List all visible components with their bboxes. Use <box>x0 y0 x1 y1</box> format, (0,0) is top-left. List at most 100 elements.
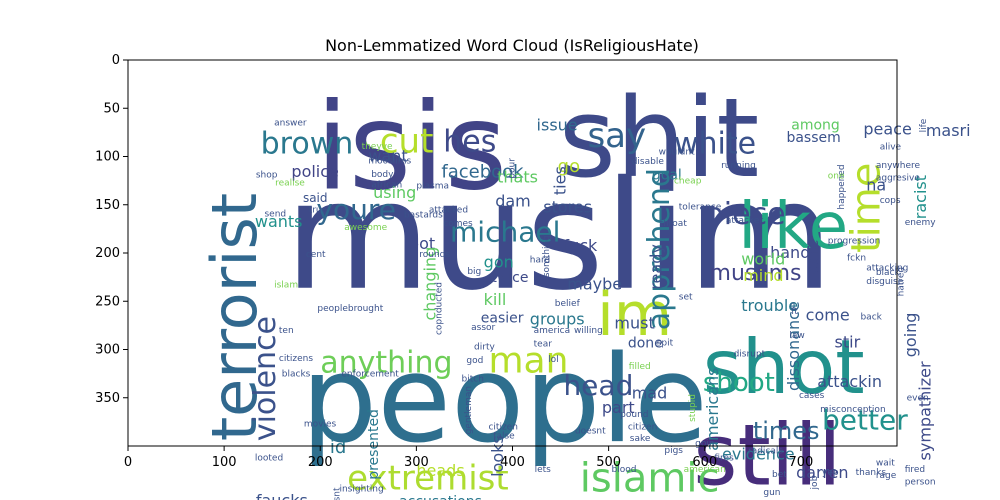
word-rage: rage <box>876 471 897 481</box>
word-happened: happened <box>837 164 847 209</box>
x-tick-label: 100 <box>212 455 237 470</box>
word-evidence: evidence <box>722 445 795 464</box>
word-part: part <box>602 398 635 417</box>
word-attacker: attacker <box>726 216 763 226</box>
word-go: go <box>558 156 580 177</box>
word-enforcement: enforcement <box>341 370 399 380</box>
word-spit: spit <box>657 339 674 349</box>
word-pound: pound <box>620 410 648 420</box>
word-thanks: thanks <box>856 468 887 478</box>
word-twice: twice <box>491 270 528 286</box>
word-hard: hard <box>530 256 550 266</box>
word-racist: racist <box>911 175 930 219</box>
word-wouldnt: wouldnt <box>659 148 695 158</box>
word-lets: lets <box>535 465 552 475</box>
word-answer: answer <box>274 119 307 129</box>
word-piece: piece <box>705 197 786 232</box>
word-brown: brown <box>261 127 354 162</box>
word-wait: wait <box>876 458 895 468</box>
word-assor: assor <box>471 323 495 333</box>
word-big: big <box>467 267 481 277</box>
word-wants: wants <box>255 212 303 231</box>
word-anywhere: anywhere <box>876 161 921 171</box>
word-set: set <box>679 292 693 302</box>
word-blacks: blacks <box>282 370 311 380</box>
word-citizen: citizen <box>628 423 657 433</box>
y-tick-label: 300 <box>95 343 120 358</box>
word-copnducted: copnducted <box>434 282 444 335</box>
word-moosiims: moosiims <box>368 156 411 166</box>
word-bet: bet <box>772 470 787 480</box>
word-darren: darren <box>796 463 848 482</box>
word-facebook: facebook <box>441 162 524 183</box>
word-faucks: faucks <box>256 491 308 500</box>
y-tick-label: 50 <box>103 101 120 116</box>
word-disrupt: disrupt <box>734 349 766 359</box>
x-tick-label: 200 <box>308 455 333 470</box>
word-progression: progression <box>828 236 881 246</box>
y-tick-label: 250 <box>95 294 120 309</box>
word-america: america <box>534 326 570 336</box>
word-still: still <box>693 407 841 500</box>
word-even: even <box>907 394 929 404</box>
word-cut: cut <box>380 122 434 162</box>
word-thats: thats <box>497 168 538 187</box>
word-bassem: bassem <box>786 130 840 146</box>
word-stir: stir <box>835 333 861 352</box>
word-shot: shot <box>703 323 865 411</box>
word-say: say <box>587 116 646 156</box>
word-law: law <box>789 331 804 341</box>
word-back: back <box>860 313 882 323</box>
word-disable: disable <box>632 157 665 167</box>
word-people: people <box>301 331 708 470</box>
word-citizens: citizens <box>279 354 313 364</box>
word-belief: belief <box>555 299 581 309</box>
word-muslim: muslim <box>285 150 834 324</box>
y-tick-label: 200 <box>95 246 120 261</box>
word-job: job <box>810 475 820 490</box>
word-michael: michael <box>450 215 560 248</box>
word-apprehend: apprehend <box>642 168 677 330</box>
word-tear: tear <box>534 340 553 350</box>
y-tick-label: 100 <box>95 150 120 165</box>
word-yep: yep <box>822 468 839 478</box>
word-bitch: bitch <box>462 374 484 384</box>
word-running: running <box>721 161 756 171</box>
word-enemy: enemy <box>905 218 937 228</box>
word-doesnt: doesnt <box>575 426 606 436</box>
word-na: na <box>866 175 886 194</box>
x-tick-label: 700 <box>788 455 813 470</box>
word-dissonance: dissonance <box>784 301 803 391</box>
word-maybe: maybe <box>567 275 622 294</box>
word-mind: mind <box>743 266 783 285</box>
word-african: african <box>371 180 402 190</box>
word-ten: ten <box>279 326 294 336</box>
word-head: head <box>563 369 633 402</box>
x-tick-label: 300 <box>404 455 429 470</box>
word-using: using <box>373 183 416 202</box>
word-comes: comes <box>443 219 473 229</box>
word-peace: peace <box>863 119 911 138</box>
word-accusations: accusations <box>399 494 482 500</box>
x-tick-label: 0 <box>124 455 132 470</box>
word-loot: loot <box>405 234 435 253</box>
word-body: body <box>371 170 394 180</box>
word-changing: changing <box>421 247 440 321</box>
y-tick-label: 150 <box>95 198 120 213</box>
word-im: im <box>597 280 672 350</box>
word-mad: mad <box>632 384 668 403</box>
word-like: like <box>738 190 848 264</box>
word-attackin: attackin <box>817 372 882 391</box>
word-goin: goin <box>695 439 714 449</box>
word-heads: heads <box>416 461 464 480</box>
word-peoplebrought: peoplebrought <box>317 304 383 314</box>
word-trouble: trouble <box>741 296 798 315</box>
word-going: going <box>901 313 920 358</box>
word-fires: fires <box>714 453 734 463</box>
word-person: person <box>905 478 936 488</box>
word-god: god <box>466 356 483 366</box>
word-attacked: attacked <box>429 205 468 215</box>
word-youre: youre <box>316 193 396 226</box>
word-presented: presented <box>366 409 382 480</box>
